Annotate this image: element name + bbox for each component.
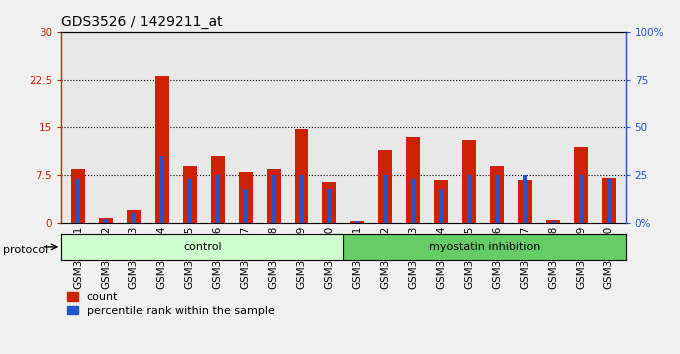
Bar — [239, 172, 252, 223]
Bar — [462, 140, 476, 223]
Bar — [546, 220, 560, 223]
Text: myostatin inhibition: myostatin inhibition — [429, 242, 540, 252]
Bar — [435, 180, 448, 223]
Bar — [602, 178, 616, 223]
Legend: count, percentile rank within the sample: count, percentile rank within the sample — [67, 292, 275, 316]
Text: GDS3526 / 1429211_at: GDS3526 / 1429211_at — [61, 16, 223, 29]
Bar — [183, 166, 197, 223]
Bar — [355, 221, 360, 223]
Bar — [243, 189, 248, 223]
Bar — [211, 156, 224, 223]
Bar — [132, 213, 136, 223]
Bar — [607, 179, 611, 223]
Bar — [160, 156, 164, 223]
Bar — [299, 175, 304, 223]
Bar — [61, 234, 343, 260]
Bar — [99, 218, 113, 223]
Bar — [523, 175, 527, 223]
Text: protocol: protocol — [3, 245, 49, 255]
Bar — [127, 210, 141, 223]
Bar — [294, 129, 309, 223]
Bar — [267, 169, 281, 223]
Bar — [378, 150, 392, 223]
Bar — [71, 169, 85, 223]
Bar — [327, 189, 332, 223]
Bar — [467, 175, 471, 223]
Bar — [75, 179, 80, 223]
Bar — [343, 234, 626, 260]
Bar — [216, 175, 220, 223]
Bar — [322, 182, 337, 223]
Bar — [103, 219, 108, 223]
Bar — [439, 189, 443, 223]
Bar — [271, 175, 276, 223]
Bar — [574, 147, 588, 223]
Bar — [518, 180, 532, 223]
Bar — [188, 179, 192, 223]
Bar — [579, 175, 583, 223]
Bar — [155, 76, 169, 223]
Bar — [350, 221, 364, 223]
Text: control: control — [183, 242, 222, 252]
Bar — [411, 179, 415, 223]
Bar — [406, 137, 420, 223]
Bar — [495, 175, 499, 223]
Bar — [551, 221, 555, 223]
Bar — [490, 166, 504, 223]
Bar — [383, 175, 388, 223]
